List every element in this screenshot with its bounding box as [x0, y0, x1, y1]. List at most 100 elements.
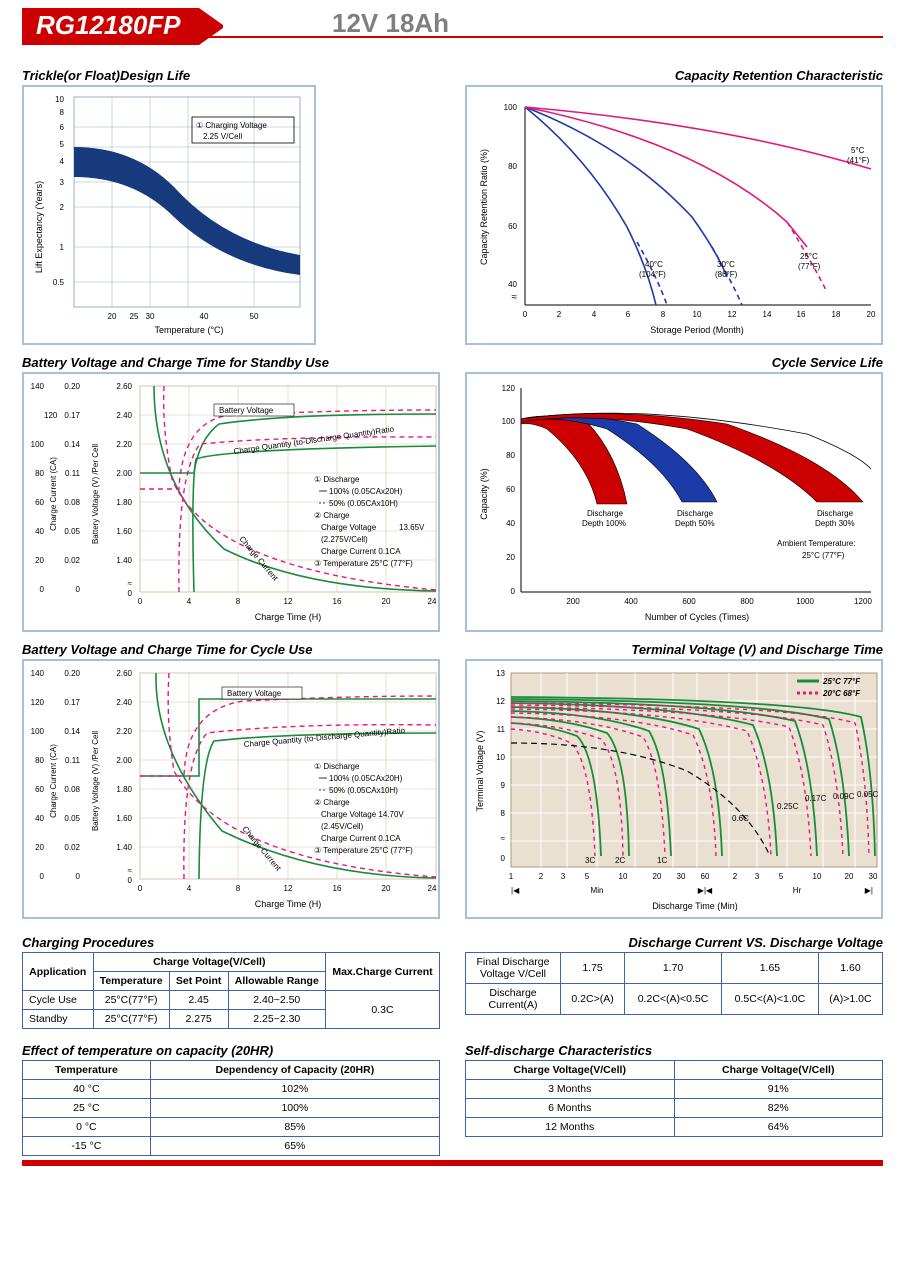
svg-text:2: 2	[733, 872, 738, 881]
svg-text:① Discharge: ① Discharge	[314, 475, 360, 484]
svg-text:Charge Voltage: Charge Voltage	[321, 523, 377, 532]
svg-text:0: 0	[40, 585, 45, 594]
svg-text:20: 20	[35, 843, 44, 852]
svg-text:1.60: 1.60	[116, 527, 132, 536]
svg-text:(2.45V/Cell): (2.45V/Cell)	[321, 822, 364, 831]
svg-text:0.17C: 0.17C	[805, 794, 827, 803]
svg-text:0.11: 0.11	[65, 756, 81, 765]
svg-text:Discharge: Discharge	[677, 509, 714, 518]
svg-text:Lift Expectancy (Years): Lift Expectancy (Years)	[34, 181, 44, 273]
svg-text:20: 20	[653, 872, 662, 881]
svg-text:Charge Time (H): Charge Time (H)	[255, 612, 322, 622]
tableC: TemperatureDependency of Capacity (20HR)…	[22, 1060, 440, 1156]
svg-text:Terminal Voltage (V): Terminal Voltage (V)	[475, 730, 485, 811]
svg-text:(86°F): (86°F)	[715, 270, 738, 279]
chart3-title: Battery Voltage and Charge Time for Stan…	[22, 355, 440, 370]
th-max: Max.Charge Current	[326, 953, 440, 991]
svg-text:3: 3	[561, 872, 566, 881]
tableA-title: Charging Procedures	[22, 935, 440, 950]
footer-bar	[22, 1160, 883, 1166]
chart2: 40°C(104°F) 30°C(86°F) 25°C(77°F) 5°C(41…	[465, 85, 883, 345]
svg-text:Charge Quantity (to-Discharge: Charge Quantity (to-Discharge Quantity)R…	[243, 726, 406, 749]
svg-text:12: 12	[284, 884, 293, 893]
svg-text:0.17: 0.17	[64, 411, 80, 420]
svg-text:25°C (77°F): 25°C (77°F)	[802, 551, 845, 560]
svg-text:Capacity (%): Capacity (%)	[479, 468, 489, 520]
svg-text:4: 4	[60, 157, 65, 166]
svg-text:Min: Min	[591, 886, 604, 895]
svg-text:② Charge: ② Charge	[314, 511, 350, 520]
svg-text:8: 8	[236, 884, 241, 893]
svg-text:10: 10	[496, 753, 505, 762]
svg-text:20: 20	[382, 597, 391, 606]
svg-text:80: 80	[506, 451, 515, 460]
svg-text:0.5: 0.5	[53, 278, 65, 287]
svg-text:② Charge: ② Charge	[314, 798, 350, 807]
svg-text:2.20: 2.20	[116, 440, 132, 449]
svg-text:12: 12	[284, 597, 293, 606]
model-badge: RG12180FP	[22, 8, 199, 45]
svg-text:(41°F): (41°F)	[847, 156, 870, 165]
svg-text:2.00: 2.00	[116, 469, 132, 478]
svg-text:1.60: 1.60	[116, 814, 132, 823]
tableB-title: Discharge Current VS. Discharge Voltage	[465, 935, 883, 950]
svg-text:① Discharge: ① Discharge	[314, 762, 360, 771]
svg-text:10: 10	[693, 310, 702, 319]
chart4-title: Cycle Service Life	[465, 355, 883, 370]
svg-text:24: 24	[428, 597, 437, 606]
svg-text:Number of Cycles (Times): Number of Cycles (Times)	[645, 612, 749, 622]
svg-text:Charge Current (CA): Charge Current (CA)	[49, 744, 58, 818]
svg-text:100: 100	[504, 103, 518, 112]
svg-text:Battery Voltage (V) /Per Cell: Battery Voltage (V) /Per Cell	[91, 731, 100, 831]
svg-text:0.11: 0.11	[65, 469, 81, 478]
svg-text:60: 60	[35, 498, 44, 507]
chart2-title: Capacity Retention Characteristic	[465, 68, 883, 83]
chart1-title: Trickle(or Float)Design Life	[22, 68, 440, 83]
svg-text:40°C: 40°C	[645, 260, 663, 269]
svg-text:Charge Current 0.1CA: Charge Current 0.1CA	[321, 547, 401, 556]
svg-text:Charge Current: Charge Current	[240, 825, 283, 874]
svg-text:1200: 1200	[854, 597, 872, 606]
svg-text:12: 12	[496, 697, 505, 706]
svg-text:0.17: 0.17	[64, 698, 80, 707]
svg-text:1: 1	[60, 243, 65, 252]
header-bar: RG12180FP 12V 18Ah	[22, 8, 883, 48]
svg-text:400: 400	[624, 597, 638, 606]
svg-text:8: 8	[661, 310, 666, 319]
svg-text:≈: ≈	[128, 579, 133, 588]
th-cv: Charge Voltage(V/Cell)	[93, 953, 326, 972]
svg-text:0.14: 0.14	[64, 440, 80, 449]
chart6: 25°C 77°F 20°C 68°F 3C2C1C 0.6C0.25C0.17…	[465, 659, 883, 919]
svg-text:2.40: 2.40	[116, 698, 132, 707]
svg-text:Depth 30%: Depth 30%	[815, 519, 855, 528]
svg-text:0.05: 0.05	[64, 814, 80, 823]
chart1-xlabel: Temperature (°C)	[154, 325, 223, 335]
svg-text:25: 25	[130, 312, 139, 321]
svg-text:10: 10	[813, 872, 822, 881]
svg-text:0: 0	[40, 872, 45, 881]
spec-label: 12V 18Ah	[332, 8, 449, 39]
svg-text:40: 40	[506, 519, 515, 528]
svg-text:50% (0.05CAx10H): 50% (0.05CAx10H)	[329, 786, 398, 795]
tableD: Charge Voltage(V/Cell)Charge Voltage(V/C…	[465, 1060, 883, 1137]
svg-text:Battery Voltage: Battery Voltage	[219, 406, 274, 415]
svg-text:0.09C: 0.09C	[833, 792, 855, 801]
svg-text:5: 5	[585, 872, 590, 881]
svg-text:Charge Voltage 14.70V: Charge Voltage 14.70V	[321, 810, 404, 819]
svg-text:Discharge Time (Min): Discharge Time (Min)	[652, 901, 738, 911]
svg-text:Hr: Hr	[793, 886, 802, 895]
svg-text:2: 2	[60, 203, 65, 212]
svg-text:100: 100	[31, 727, 45, 736]
svg-text:2.00: 2.00	[116, 756, 132, 765]
svg-text:(77°F): (77°F)	[798, 262, 821, 271]
svg-text:▶|: ▶|	[865, 886, 873, 895]
svg-text:0.08: 0.08	[64, 785, 80, 794]
svg-text:1: 1	[509, 872, 514, 881]
svg-text:Depth 100%: Depth 100%	[582, 519, 626, 528]
svg-text:5°C: 5°C	[851, 146, 865, 155]
chart1: ① Charging Voltage 2.25 V/Cell 108654321…	[22, 85, 316, 345]
svg-text:20: 20	[506, 553, 515, 562]
svg-text:3C: 3C	[585, 856, 595, 865]
svg-text:5: 5	[60, 140, 65, 149]
svg-text:24: 24	[428, 884, 437, 893]
